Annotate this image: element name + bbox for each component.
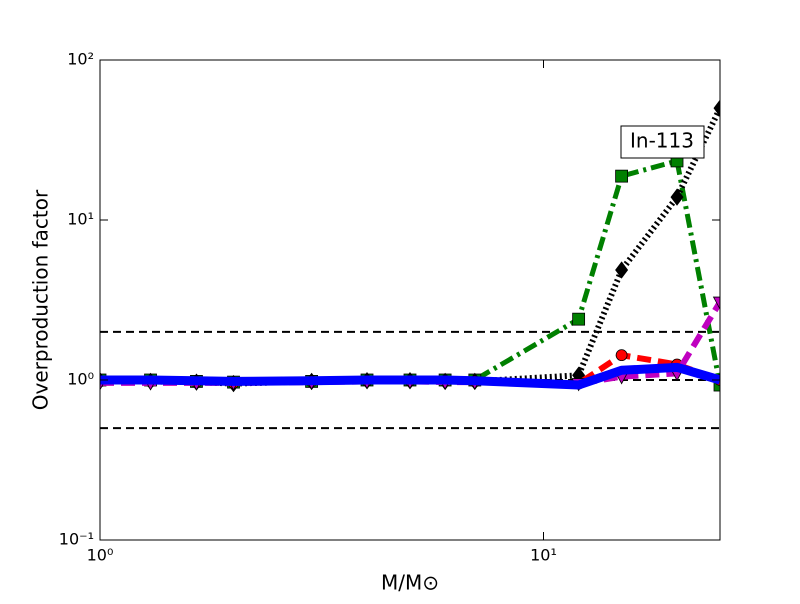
marker bbox=[670, 188, 684, 206]
plot-area bbox=[100, 99, 720, 430]
y-tick-label: 10⁰ bbox=[67, 370, 94, 389]
marker bbox=[712, 296, 720, 310]
marker bbox=[615, 349, 628, 362]
marker bbox=[713, 99, 720, 117]
x-tick-label: 10⁰ bbox=[87, 546, 114, 565]
annotation-box bbox=[620, 125, 705, 159]
marker bbox=[615, 169, 629, 183]
marker bbox=[615, 261, 629, 279]
y-tick-label: 10² bbox=[67, 50, 94, 69]
x-axis-label: M/M⊙ bbox=[381, 571, 439, 595]
marker bbox=[572, 312, 586, 326]
annotation: In-113 bbox=[630, 129, 694, 153]
plot-frame bbox=[99, 59, 721, 541]
x-tick-label: 10¹ bbox=[530, 546, 557, 565]
y-tick-label: 10⁻¹ bbox=[59, 530, 94, 549]
series-line bbox=[100, 362, 720, 390]
y-tick-label: 10¹ bbox=[67, 210, 94, 229]
y-axis-label: Overproduction factor bbox=[29, 189, 53, 410]
